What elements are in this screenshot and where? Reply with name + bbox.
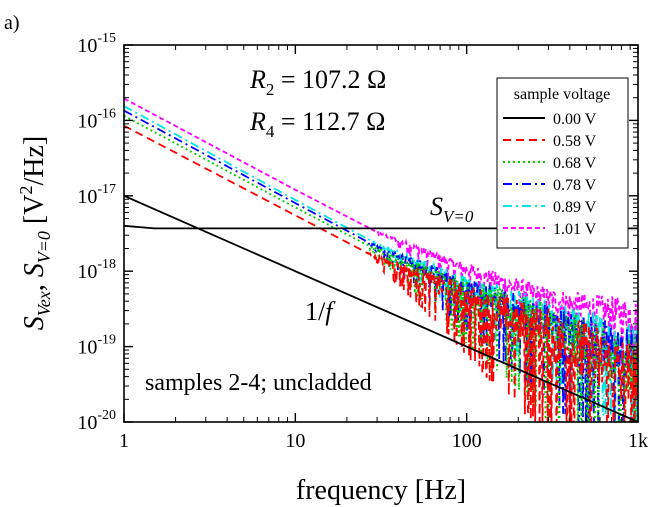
- x-tick-label: 10: [285, 430, 305, 452]
- annotation-r4: R4 = 112.7 Ω: [249, 107, 385, 141]
- legend-label: 0.89 V: [553, 199, 597, 216]
- series-line: [124, 224, 638, 230]
- series-line: [124, 97, 638, 374]
- x-tick-label: 1: [119, 430, 129, 452]
- legend-label: 0.00 V: [553, 111, 597, 128]
- legend-title: sample voltage: [514, 86, 610, 103]
- annotation-sv0: SV=0: [430, 192, 474, 226]
- y-tick-label: 10-15: [77, 31, 116, 57]
- y-tick-label: 10-20: [77, 408, 116, 434]
- x-axis-label: frequency [Hz]: [296, 475, 466, 506]
- reference-line-one-over-f: [124, 194, 638, 422]
- series-layer: [124, 97, 638, 422]
- series-line: [124, 115, 638, 422]
- x-tick-label: 100: [452, 430, 482, 452]
- tick-layer: 1 10 100 1k 10-20 10-19 10-18 10-17 10-16 10-15: [77, 31, 648, 452]
- legend-items: 0.00 V 0.58 V 0.68 V 0.78 V 0.89 V 1.01 V: [503, 111, 597, 238]
- legend: sample voltage 0.00 V0.58 V0.68 V0.78 V0…: [496, 77, 629, 249]
- legend-label: 0.58 V: [553, 133, 597, 150]
- y-tick-label: 10-17: [77, 182, 116, 208]
- x-tick-label: 1k: [628, 430, 648, 452]
- annotation-one-over-f: 1/f: [305, 297, 336, 326]
- y-tick-label: 10-19: [77, 333, 116, 359]
- series-line: [124, 124, 638, 422]
- annotation-samples: samples 2-4; uncladded: [145, 370, 372, 396]
- y-tick-label: 10-18: [77, 257, 116, 283]
- annotation-r2: R2 = 107.2 Ω: [249, 65, 386, 99]
- reference-layer: [124, 194, 638, 422]
- y-axis-label: SVex, SV=0 [V2/Hz]: [16, 136, 54, 330]
- legend-label: 0.78 V: [553, 177, 597, 194]
- plot-frame: [123, 44, 639, 423]
- y-tick-label: 10-16: [77, 106, 116, 132]
- panel-label: a): [4, 12, 20, 34]
- legend-label: 1.01 V: [553, 221, 597, 238]
- legend-label: 0.68 V: [553, 155, 597, 172]
